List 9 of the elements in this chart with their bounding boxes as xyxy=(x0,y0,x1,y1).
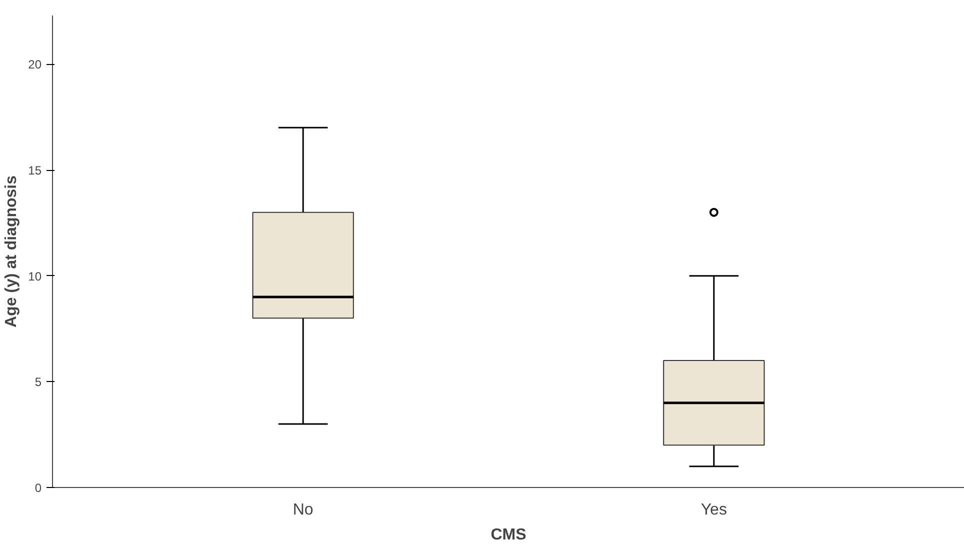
y-tick-label: 15 xyxy=(28,164,42,178)
y-tick-label: 0 xyxy=(34,481,42,495)
y-axis-title: Age (y) at diagnosis xyxy=(3,175,20,328)
y-tick-label: 20 xyxy=(28,58,42,72)
y-tick-label: 10 xyxy=(28,269,42,284)
x-tick-label: Yes xyxy=(700,502,727,518)
y-tick-label: 5 xyxy=(34,375,42,390)
x-axis-title: CMS xyxy=(490,526,527,544)
x-tick-label: No xyxy=(292,502,314,518)
